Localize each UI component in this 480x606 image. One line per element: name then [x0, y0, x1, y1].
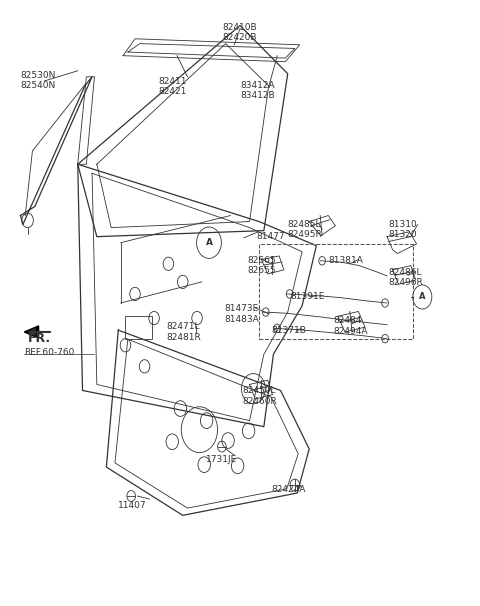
Text: 82450L
82460R: 82450L 82460R: [242, 386, 277, 405]
Text: A: A: [419, 293, 426, 301]
Text: A: A: [205, 238, 213, 247]
Text: 81310
81320: 81310 81320: [388, 220, 417, 239]
Text: 81371B: 81371B: [271, 326, 306, 335]
Text: 82484
82494A: 82484 82494A: [333, 316, 368, 336]
Text: 82665
82655: 82665 82655: [247, 256, 276, 275]
Text: 1731JE: 1731JE: [205, 455, 237, 464]
Text: 82530N
82540N: 82530N 82540N: [21, 71, 56, 90]
Text: 82424A: 82424A: [271, 485, 305, 494]
Text: 81391E: 81391E: [290, 292, 324, 301]
Text: 82410B
82420B: 82410B 82420B: [223, 22, 257, 42]
Text: 81477: 81477: [257, 232, 285, 241]
Polygon shape: [24, 326, 38, 338]
Text: 82471L
82481R: 82471L 82481R: [166, 322, 201, 342]
Text: 81381A: 81381A: [328, 256, 363, 265]
Text: REF.60-760: REF.60-760: [24, 348, 75, 358]
Text: 82485L
82495R: 82485L 82495R: [288, 220, 323, 239]
Text: 83412A
83412B: 83412A 83412B: [240, 81, 275, 101]
Text: FR.: FR.: [28, 332, 51, 345]
Text: 82411
82421: 82411 82421: [159, 77, 187, 96]
Text: 82486L
82496R: 82486L 82496R: [388, 268, 423, 287]
Bar: [125, 316, 152, 339]
Text: 81473E
81483A: 81473E 81483A: [225, 304, 260, 324]
Text: 11407: 11407: [118, 501, 147, 510]
